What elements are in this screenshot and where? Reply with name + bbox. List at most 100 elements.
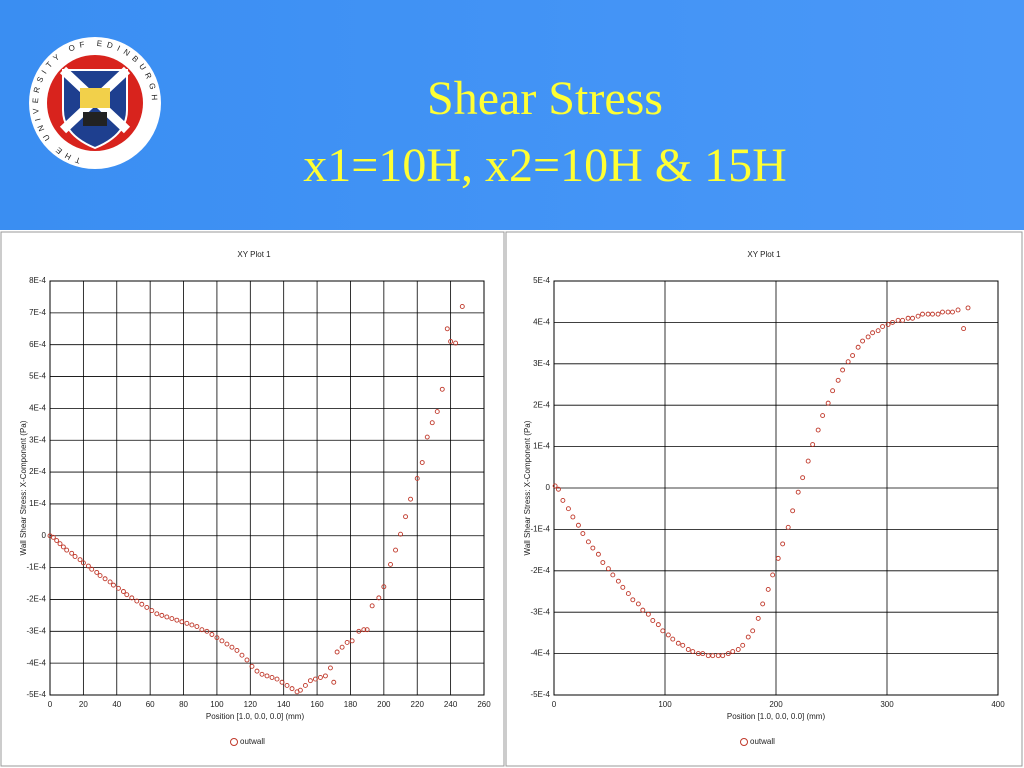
y-tick-label: 8E-4 — [29, 276, 46, 285]
point — [915, 313, 921, 319]
point — [154, 611, 160, 617]
legend-label: outwall — [750, 737, 775, 746]
point — [850, 353, 856, 358]
point — [900, 317, 905, 323]
point — [317, 675, 323, 680]
y-tick-label: -1E-4 — [26, 563, 46, 572]
point — [961, 326, 967, 332]
point — [885, 322, 891, 327]
point — [875, 328, 881, 334]
point — [660, 628, 666, 634]
point — [600, 560, 606, 565]
y-tick-label: -3E-4 — [26, 626, 46, 635]
point — [424, 434, 430, 440]
point — [570, 514, 576, 520]
point — [89, 566, 95, 572]
y-tick-label: 1E-4 — [533, 442, 550, 451]
point — [930, 311, 935, 317]
x-tick-label: 20 — [79, 700, 88, 709]
x-tick-label: 80 — [179, 700, 188, 709]
y-tick-label: 3E-4 — [29, 435, 46, 444]
slide-title: Shear Stress — [427, 72, 663, 125]
point — [448, 339, 454, 344]
y-tick-label: 0 — [546, 483, 551, 492]
point — [199, 627, 205, 633]
point — [307, 678, 313, 684]
point — [625, 591, 631, 597]
point — [124, 592, 130, 598]
y-tick-label: -5E-4 — [530, 690, 550, 699]
x-tick-label: 120 — [244, 700, 258, 709]
point — [72, 554, 78, 559]
point — [115, 585, 121, 591]
point — [820, 413, 826, 418]
point — [80, 560, 86, 566]
point — [179, 619, 185, 625]
point — [249, 663, 255, 669]
point — [590, 545, 596, 551]
legend-marker — [740, 738, 748, 746]
legend-marker — [230, 738, 238, 746]
point — [264, 673, 270, 679]
point — [50, 534, 56, 540]
point — [322, 673, 328, 679]
point — [595, 551, 601, 557]
point — [94, 569, 100, 575]
point — [565, 506, 571, 512]
point — [229, 644, 235, 650]
point — [965, 305, 971, 311]
point — [720, 653, 726, 659]
point — [790, 508, 796, 514]
plot-frame — [49, 280, 485, 696]
point — [149, 608, 155, 614]
point — [700, 651, 706, 657]
point — [69, 550, 75, 556]
point — [429, 420, 435, 426]
point — [381, 584, 387, 590]
x-tick-label: 60 — [146, 700, 155, 709]
point — [880, 324, 886, 329]
y-tick-label: 4E-4 — [533, 318, 550, 327]
point — [144, 604, 150, 610]
point — [239, 652, 245, 658]
slide-subtitle: x1=10H, x2=10H & 15H — [303, 139, 786, 192]
point — [434, 409, 440, 415]
point — [855, 344, 861, 350]
point — [97, 573, 103, 579]
point — [810, 442, 816, 447]
point — [785, 524, 791, 530]
point — [102, 576, 108, 582]
point — [244, 657, 250, 663]
point — [630, 597, 636, 603]
point — [107, 579, 113, 585]
point — [840, 367, 846, 373]
point — [585, 539, 591, 545]
x-tick-label: 100 — [210, 700, 224, 709]
y-tick-label: 5E-4 — [29, 372, 46, 381]
y-tick-label: -3E-4 — [530, 607, 550, 616]
point — [830, 388, 836, 394]
point — [815, 427, 821, 433]
point — [825, 400, 831, 406]
x-tick-label: 180 — [344, 700, 358, 709]
point — [376, 595, 382, 601]
point — [552, 483, 558, 489]
point — [735, 647, 741, 652]
point — [274, 676, 280, 682]
x-tick-label: 400 — [991, 700, 1005, 709]
point — [327, 665, 333, 671]
legend-label: outwall — [240, 737, 265, 746]
x-tick-label: 0 — [48, 700, 53, 709]
y-tick-label: 5E-4 — [533, 276, 550, 285]
y-tick-label: 6E-4 — [29, 340, 46, 349]
x-tick-label: 300 — [880, 700, 894, 709]
point — [740, 642, 746, 648]
panel-left — [0, 231, 505, 767]
point — [655, 622, 661, 628]
point — [164, 614, 170, 620]
y-tick-label: -5E-4 — [26, 690, 46, 699]
point — [134, 598, 140, 604]
point — [120, 589, 126, 594]
point — [835, 377, 841, 383]
